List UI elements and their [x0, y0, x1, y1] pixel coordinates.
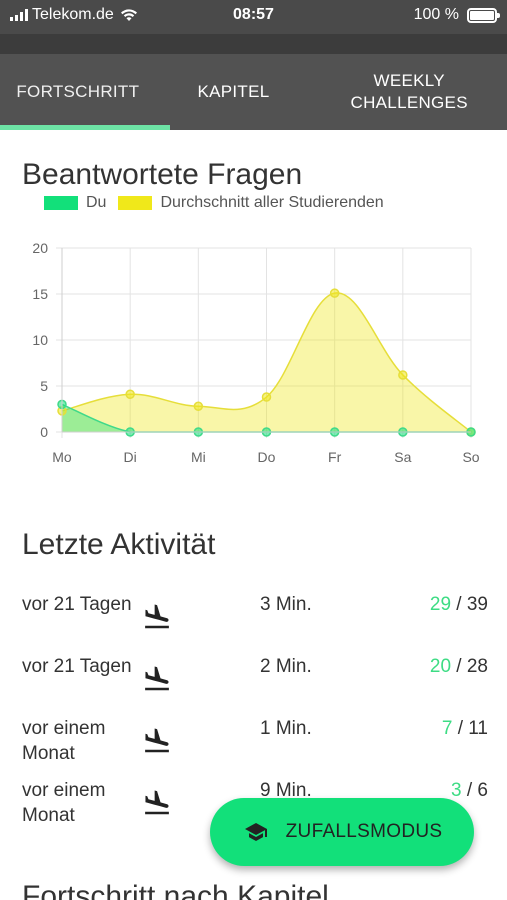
signal-strength-icon: [10, 9, 28, 21]
activity-time: vor einem Monat: [22, 780, 106, 826]
area-du: [62, 404, 471, 432]
activity-row[interactable]: vor einem Monat 9 Min. 3 / 6: [22, 774, 488, 836]
wifi-icon: [120, 9, 137, 21]
activity-duration: 2 Min.: [260, 656, 312, 677]
total-count: / 28: [456, 656, 488, 677]
landing-plane-icon: [145, 790, 169, 815]
app-bar: [0, 34, 507, 54]
data-point-average: [398, 370, 408, 380]
answered-questions-chart: 0 5 10 15 20 Mo Di Mi Do Fr Sa So: [32, 240, 479, 465]
activity-row[interactable]: vor 21 Tagen 2 Min. 20 / 28: [22, 650, 488, 712]
x-tick-label: Fr: [328, 449, 342, 465]
tab-fortschritt[interactable]: FORTSCHRITT: [16, 82, 140, 101]
total-count: / 11: [457, 718, 488, 739]
activity-duration: 3 Min.: [260, 594, 312, 615]
active-tab-indicator: [0, 125, 170, 130]
x-tick-label: Mo: [52, 449, 72, 465]
activity-score: 29 / 39: [430, 592, 488, 617]
y-tick-label: 20: [32, 240, 48, 256]
x-tick-label: Sa: [394, 449, 411, 465]
tab-row: FORTSCHRITT KAPITEL WEEKLY CHALLENGES: [0, 54, 507, 130]
activity-row[interactable]: vor einem Monat 1 Min. 7 / 11: [22, 712, 488, 774]
activity-row[interactable]: vor 21 Tagen 3 Min. 29 / 39: [22, 588, 488, 650]
chart-legend: Du Durchschnitt aller Studierenden: [44, 194, 384, 212]
tab-weekly-challenges[interactable]: WEEKLY CHALLENGES: [350, 71, 468, 112]
correct-count: 3: [451, 780, 462, 801]
correct-count: 20: [429, 656, 452, 677]
y-tick-label: 10: [32, 332, 48, 348]
legend-label-du: Du: [86, 194, 107, 211]
chapter-progress-title: Fortschritt nach Kapitel: [22, 880, 329, 900]
answered-questions-title: Beantwortete Fragen: [22, 158, 303, 191]
status-bar: Telekom.de 08:57 100 %: [0, 0, 507, 34]
random-mode-button[interactable]: ZUFALLSMODUS: [210, 798, 474, 866]
graduation-cap-icon: [244, 823, 267, 841]
y-tick-label: 5: [40, 378, 48, 394]
correct-count: 29: [429, 594, 452, 615]
y-tick-label: 15: [32, 286, 48, 302]
carrier-info: Telekom.de: [10, 6, 138, 24]
activity-list: vor 21 Tagen 3 Min. 29 / 39 vor 21 Tagen…: [22, 588, 488, 836]
recent-activity-title: Letzte Aktivität: [22, 528, 216, 561]
x-tick-label: Di: [124, 449, 137, 465]
landing-plane-icon: [145, 728, 169, 753]
tab-kapitel[interactable]: KAPITEL: [197, 82, 270, 101]
x-tick-label: So: [462, 449, 479, 465]
clock: 08:57: [233, 6, 274, 23]
legend-swatch-average[interactable]: [118, 196, 153, 210]
area-average: [62, 292, 471, 432]
random-mode-label: ZUFALLSMODUS: [285, 821, 443, 842]
landing-plane-icon: [145, 666, 169, 691]
data-point-average: [125, 389, 135, 400]
landing-plane-icon: [145, 604, 169, 629]
battery-icon: [467, 7, 500, 23]
activity-time: vor 21 Tagen: [22, 594, 132, 615]
data-point-average: [193, 401, 204, 411]
tab-bar: FORTSCHRITT KAPITEL WEEKLY CHALLENGES: [0, 34, 507, 130]
activity-score: 3 / 6: [451, 778, 488, 803]
activity-score: 7 / 11: [442, 716, 488, 741]
legend-swatch-du[interactable]: [44, 196, 78, 210]
carrier-name: Telekom.de: [32, 6, 114, 23]
data-point-average: [261, 392, 272, 402]
x-tick-label: Do: [258, 449, 276, 465]
x-tick-label: Mi: [191, 449, 206, 465]
activity-score: 20 / 28: [430, 654, 488, 679]
legend-label-average: Durchschnitt aller Studierenden: [160, 194, 384, 211]
correct-count: 7: [441, 718, 453, 739]
activity-time: vor einem Monat: [22, 718, 106, 764]
battery-status: 100 %: [413, 6, 500, 24]
activity-duration: 1 Min.: [260, 718, 312, 739]
battery-percent: 100 %: [413, 6, 459, 23]
data-point-average: [329, 288, 340, 298]
activity-time: vor 21 Tagen: [22, 656, 132, 677]
activity-duration: 9 Min.: [260, 780, 312, 801]
total-count: / 6: [466, 780, 488, 801]
y-tick-label: 0: [40, 424, 48, 440]
total-count: / 39: [456, 594, 488, 615]
